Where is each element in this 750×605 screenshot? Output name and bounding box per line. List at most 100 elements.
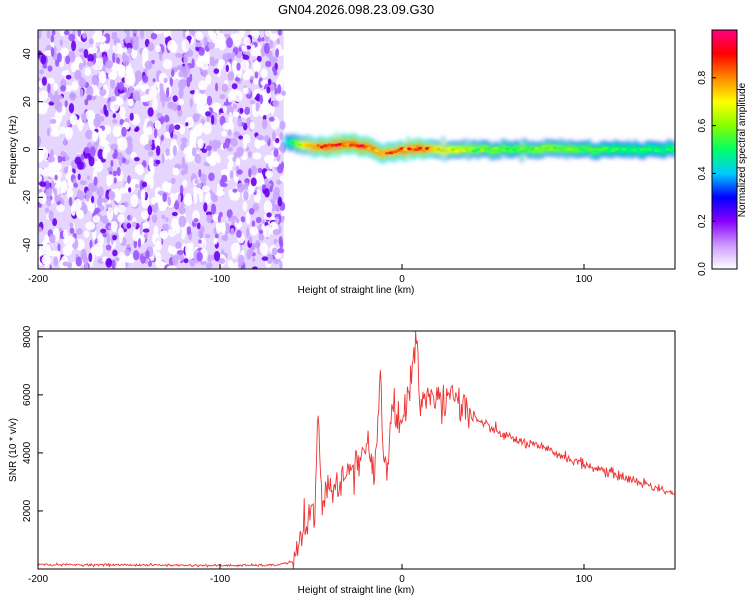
noise-speckle: [112, 119, 118, 124]
noise-speckle: [93, 243, 104, 257]
noise-speckle: [198, 47, 205, 56]
noise-speckle: [183, 53, 188, 65]
noise-speckle: [236, 146, 244, 157]
noise-speckle: [93, 176, 98, 186]
noise-speckle: [65, 235, 76, 245]
trace-core-cell: [443, 149, 449, 153]
noise-speckle: [121, 253, 131, 263]
trace-band-cell: [441, 143, 445, 148]
noise-speckle: [106, 207, 114, 221]
noise-speckle: [203, 202, 208, 213]
trace-band-cell: [358, 145, 362, 150]
noise-speckle: [205, 262, 213, 269]
noise-speckle: [118, 81, 124, 91]
noise-speckle: [71, 40, 77, 52]
noise-speckle: [153, 30, 164, 35]
noise-speckle: [181, 156, 185, 169]
noise-speckle: [232, 188, 238, 193]
noise-speckle: [205, 145, 212, 152]
noise-speckle: [241, 45, 248, 52]
noise-speckle: [183, 146, 193, 156]
noise-speckle: [144, 60, 153, 70]
trace-core-cell: [626, 148, 630, 151]
snr-x-tick-label: -100: [210, 574, 230, 585]
trace-band-cell: [474, 146, 478, 151]
noise-speckle: [252, 152, 262, 160]
noise-speckle: [236, 169, 243, 175]
trace-core-cell: [559, 147, 565, 150]
trace-core-cell: [352, 143, 358, 147]
trace-band-cell: [642, 149, 646, 154]
noise-speckle: [157, 190, 165, 196]
noise-speckle: [113, 148, 118, 159]
noise-speckle: [218, 59, 224, 70]
noise-speckle: [39, 181, 47, 187]
noise-speckle: [198, 80, 208, 91]
noise-speckle: [170, 69, 175, 78]
noise-speckle: [88, 182, 97, 190]
noise-speckle: [192, 113, 201, 119]
noise-speckle: [92, 215, 101, 223]
snr-y-ticks: 2000 4000 6000 8000: [22, 325, 43, 522]
noise-speckle: [69, 227, 75, 234]
trace-core-cell: [319, 145, 324, 149]
trace-band-cell: [513, 146, 517, 151]
snr-frame: [37, 330, 676, 570]
noise-speckle: [209, 56, 215, 62]
trace-core-cell: [458, 148, 463, 151]
noise-speckle: [137, 237, 142, 248]
noise-speckle: [159, 49, 163, 62]
noise-speckle: [264, 187, 270, 198]
noise-speckle: [103, 42, 110, 51]
noise-speckle: [167, 39, 177, 52]
trace-band-cell: [402, 149, 406, 154]
noise-speckle: [277, 30, 283, 36]
noise-speckle: [242, 201, 248, 212]
noise-speckle: [75, 256, 82, 267]
noise-speckle: [238, 135, 244, 140]
noise-speckle: [118, 230, 123, 244]
noise-speckle: [253, 194, 260, 203]
colorbar-tick-label: 0.8: [697, 70, 708, 84]
noise-speckle: [243, 190, 249, 201]
trace-core-cell: [316, 144, 321, 147]
noise-speckle: [140, 95, 149, 103]
noise-speckle: [165, 87, 170, 98]
noise-speckle: [279, 120, 286, 131]
noise-speckle: [268, 158, 273, 170]
noise-speckle: [189, 98, 194, 108]
trace-core-cell: [418, 146, 423, 150]
noise-speckle: [84, 98, 89, 106]
noise-speckle: [230, 227, 235, 236]
noise-speckle: [127, 98, 134, 107]
noise-speckle: [249, 121, 255, 130]
noise-speckle: [221, 83, 229, 93]
noise-speckle: [263, 42, 271, 54]
trace-core-cell: [370, 146, 376, 150]
noise-speckle: [44, 49, 54, 57]
noise-speckle: [38, 80, 43, 89]
noise-speckle: [65, 74, 72, 80]
noise-speckle: [279, 69, 287, 81]
noise-speckle: [214, 234, 219, 239]
noise-speckle: [228, 112, 233, 124]
noise-speckle: [235, 217, 240, 224]
noise-speckle: [38, 106, 48, 115]
noise-speckle: [83, 230, 90, 238]
noise-speckle: [62, 229, 68, 239]
noise-speckle: [46, 197, 52, 207]
heatmap-trace: [284, 132, 675, 163]
trace-band-cell: [308, 144, 312, 150]
trace-core-cell: [344, 143, 351, 146]
noise-speckle: [225, 64, 229, 73]
noise-speckle: [147, 205, 153, 216]
trace-band-cell: [666, 145, 670, 150]
trace-core-cell: [537, 146, 543, 149]
noise-speckle: [40, 54, 47, 65]
noise-speckle: [115, 191, 121, 204]
trace-band-cell: [422, 147, 425, 153]
snr-line: [38, 331, 675, 569]
trace-band-cell: [492, 149, 495, 154]
noise-speckle: [162, 59, 173, 70]
